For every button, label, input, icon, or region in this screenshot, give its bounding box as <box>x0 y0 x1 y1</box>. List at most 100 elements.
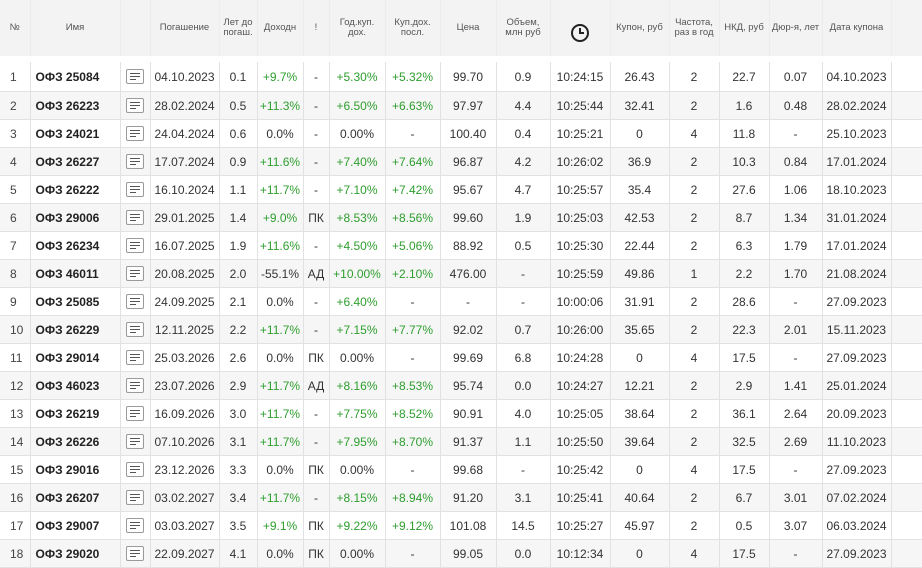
cell-annual-coupon: 0.00% <box>329 455 386 484</box>
cell-nkd: 28.6 <box>719 287 770 316</box>
document-icon[interactable] <box>126 378 144 394</box>
cell-maturity: 22.09.2027 <box>150 539 220 568</box>
col-header-nkd[interactable]: НКД, руб <box>719 0 770 60</box>
table-row[interactable]: 17 ОФЗ 29007 03.03.2027 3.5 +9.1% ПК +9.22% +9.… <box>0 511 922 540</box>
table-row[interactable]: 7 ОФЗ 26234 16.07.2025 1.9 +11.6% - +4.50% +5.0… <box>0 231 922 260</box>
document-icon[interactable] <box>126 322 144 338</box>
document-icon[interactable] <box>126 490 144 506</box>
table-row[interactable]: 10 ОФЗ 26229 12.11.2025 2.2 +11.7% - +7.15% +7.… <box>0 315 922 344</box>
cell-name[interactable]: ОФЗ 26234 <box>30 231 121 260</box>
cell-flag: - <box>303 315 330 344</box>
document-icon[interactable] <box>126 210 144 226</box>
cell-coupon-rub: 38.64 <box>610 399 670 428</box>
document-icon[interactable] <box>126 406 144 422</box>
col-header-time[interactable] <box>550 0 611 60</box>
table-row[interactable]: 16 ОФЗ 26207 03.02.2027 3.4 +11.7% - +8.15% +8.… <box>0 483 922 512</box>
cell-time: 10:12:34 <box>550 539 611 568</box>
cell-name[interactable]: ОФЗ 29006 <box>30 203 121 232</box>
col-header-coupon-date[interactable]: Дата купона <box>822 0 892 60</box>
col-header-num[interactable]: № <box>0 0 31 60</box>
cell-time: 10:24:27 <box>550 371 611 400</box>
cell-yield: +11.7% <box>257 175 304 204</box>
table-row[interactable]: 18 ОФЗ 29020 22.09.2027 4.1 0.0% ПК 0.00% -99.0… <box>0 539 922 568</box>
cell-maturity: 16.07.2025 <box>150 231 220 260</box>
cell-doc <box>120 147 151 176</box>
col-header-coupon-last[interactable]: Куп.дох. посл. <box>385 0 441 60</box>
cell-nkd: 1.6 <box>719 91 770 120</box>
cell-doc <box>120 56 151 92</box>
col-header-frequency[interactable]: Частота, раз в год <box>669 0 720 60</box>
cell-name[interactable]: ОФЗ 29020 <box>30 539 121 568</box>
cell-name[interactable]: ОФЗ 26226 <box>30 427 121 456</box>
document-icon[interactable] <box>126 294 144 310</box>
cell-price: - <box>440 287 497 316</box>
cell-num: 5 <box>0 175 31 204</box>
cell-volume: 0.0 <box>496 371 551 400</box>
cell-name[interactable]: ОФЗ 25084 <box>30 56 121 92</box>
cell-num: 13 <box>0 399 31 428</box>
col-header-maturity[interactable]: Погашение <box>150 0 220 60</box>
cell-maturity: 07.10.2026 <box>150 427 220 456</box>
document-icon[interactable] <box>126 462 144 478</box>
table-row[interactable]: 2 ОФЗ 26223 28.02.2024 0.5 +11.3% - +6.50% +6.6… <box>0 91 922 120</box>
col-header-coupon-rub[interactable]: Купон, руб <box>610 0 670 60</box>
cell-annual-coupon: +7.10% <box>329 175 386 204</box>
table-row[interactable]: 14 ОФЗ 26226 07.10.2026 3.1 +11.7% - +7.95% +8.… <box>0 427 922 456</box>
table-row[interactable]: 8 ОФЗ 46011 20.08.2025 2.0 -55.1% АД +10.00% +2… <box>0 259 922 288</box>
cell-name[interactable]: ОФЗ 26227 <box>30 147 121 176</box>
cell-name[interactable]: ОФЗ 29014 <box>30 343 121 372</box>
cell-coupon-rub: 32.41 <box>610 91 670 120</box>
cell-flag: АД <box>303 259 330 288</box>
document-icon[interactable] <box>126 266 144 282</box>
cell-volume: 0.5 <box>496 231 551 260</box>
table-row[interactable]: 5 ОФЗ 26222 16.10.2024 1.1 +11.7% - +7.10% +7.4… <box>0 175 922 204</box>
table-row[interactable]: 15 ОФЗ 29016 23.12.2026 3.3 0.0% ПК 0.00% -99.6… <box>0 455 922 484</box>
col-header-name[interactable]: Имя <box>30 0 121 60</box>
cell-name[interactable]: ОФЗ 26219 <box>30 399 121 428</box>
col-header-years[interactable]: Лет до погаш. <box>219 0 258 60</box>
table-row[interactable]: 12 ОФЗ 46023 23.07.2026 2.9 +11.7% АД +8.16% +8… <box>0 371 922 400</box>
cell-coupon-rub: 35.65 <box>610 315 670 344</box>
table-row[interactable]: 6 ОФЗ 29006 29.01.2025 1.4 +9.0% ПК +8.53% +8.5… <box>0 203 922 232</box>
cell-name[interactable]: ОФЗ 25085 <box>30 287 121 316</box>
cell-name[interactable]: ОФЗ 29016 <box>30 455 121 484</box>
document-icon[interactable] <box>126 154 144 170</box>
cell-price: 99.68 <box>440 455 497 484</box>
document-icon[interactable] <box>126 182 144 198</box>
cell-volume: 3.1 <box>496 483 551 512</box>
document-icon[interactable] <box>126 238 144 254</box>
cell-years: 3.1 <box>219 427 258 456</box>
cell-name[interactable]: ОФЗ 26229 <box>30 315 121 344</box>
cell-frequency: 2 <box>669 399 720 428</box>
cell-name[interactable]: ОФЗ 46023 <box>30 371 121 400</box>
col-header-price[interactable]: Цена <box>440 0 497 60</box>
document-icon[interactable] <box>126 126 144 142</box>
col-header-yield[interactable]: Доходн <box>257 0 304 60</box>
document-icon[interactable] <box>126 350 144 366</box>
document-icon[interactable] <box>126 434 144 450</box>
document-icon[interactable] <box>126 546 144 562</box>
cell-name[interactable]: ОФЗ 46011 <box>30 259 121 288</box>
document-icon[interactable] <box>126 98 144 114</box>
document-icon[interactable] <box>126 69 144 85</box>
table-row[interactable]: 11 ОФЗ 29014 25.03.2026 2.6 0.0% ПК 0.00% -99.6… <box>0 343 922 372</box>
table-row[interactable]: 4 ОФЗ 26227 17.07.2024 0.9 +11.6% - +7.40% +7.6… <box>0 147 922 176</box>
cell-years: 3.4 <box>219 483 258 512</box>
col-header-volume[interactable]: Объем, млн руб <box>496 0 551 60</box>
table-row[interactable]: 13 ОФЗ 26219 16.09.2026 3.0 +11.7% - +7.75% +8.… <box>0 399 922 428</box>
cell-name[interactable]: ОФЗ 26223 <box>30 91 121 120</box>
col-header-annual-coupon[interactable]: Год.куп. дох. <box>329 0 386 60</box>
document-icon[interactable] <box>126 518 144 534</box>
cell-name[interactable]: ОФЗ 24021 <box>30 119 121 148</box>
cell-flag: - <box>303 427 330 456</box>
cell-name[interactable]: ОФЗ 26207 <box>30 483 121 512</box>
table-row[interactable]: 9 ОФЗ 25085 24.09.2025 2.1 0.0% - +6.40% - - -10:… <box>0 287 922 316</box>
table-row[interactable]: 3 ОФЗ 24021 24.04.2024 0.6 0.0% -0.00% -100.40… <box>0 119 922 148</box>
col-header-flag[interactable]: ! <box>303 0 330 60</box>
cell-coupon-last: +8.56% <box>385 203 441 232</box>
cell-name[interactable]: ОФЗ 29007 <box>30 511 121 540</box>
col-header-duration[interactable]: Дюр-я, лет <box>769 0 823 60</box>
cell-name[interactable]: ОФЗ 26222 <box>30 175 121 204</box>
table-row[interactable]: 1 ОФЗ 25084 04.10.2023 0.1 +9.7% - +5.30% +5.32… <box>0 56 922 92</box>
cell-maturity: 24.09.2025 <box>150 287 220 316</box>
